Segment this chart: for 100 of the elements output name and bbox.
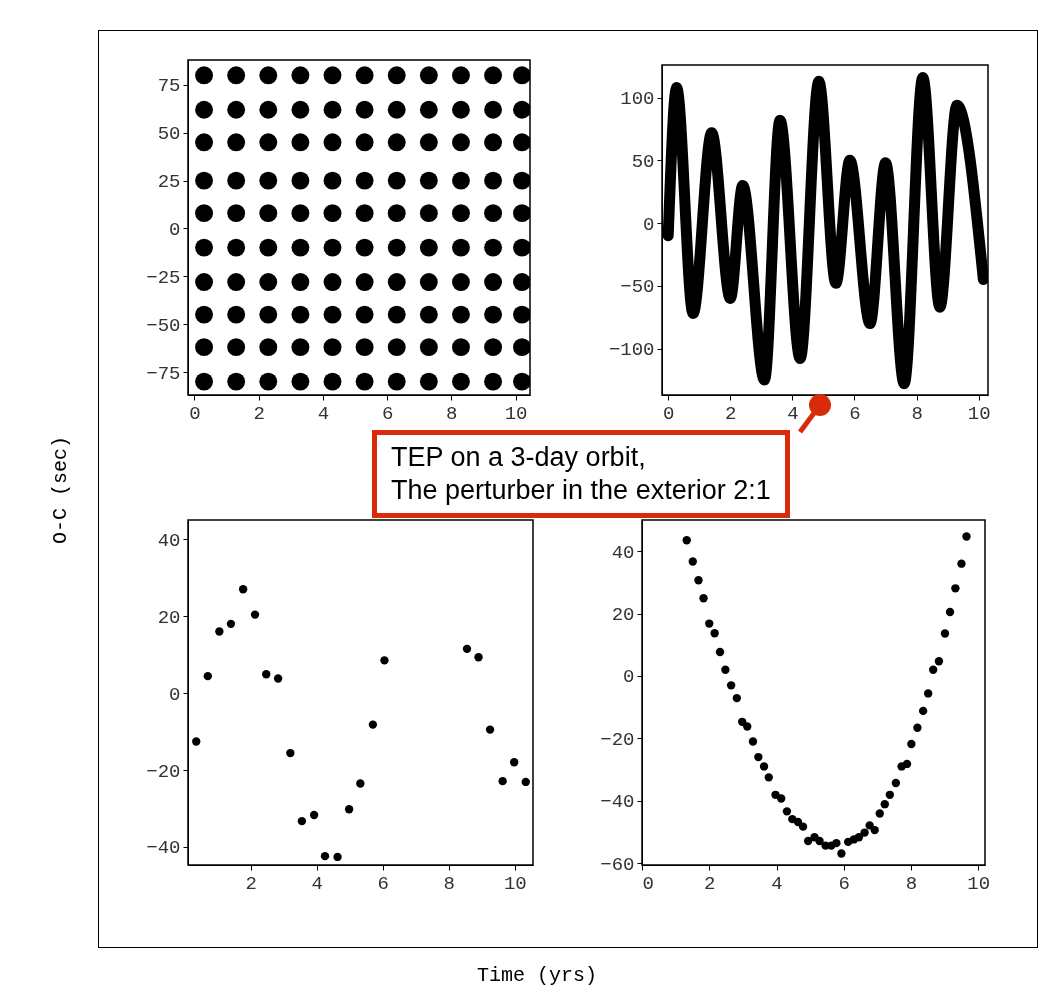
point (333, 852, 342, 862)
point (498, 776, 507, 786)
point (940, 629, 950, 638)
point (226, 619, 236, 629)
x-tick-label: 0 (663, 402, 675, 425)
y-tick-label: −40 (146, 837, 181, 860)
point (320, 851, 330, 861)
point (721, 665, 730, 674)
point (699, 594, 708, 603)
x-tick-label: 10 (967, 402, 991, 425)
point (380, 656, 389, 665)
point (462, 644, 472, 654)
y-tick-label: −50 (620, 276, 655, 299)
point (297, 816, 307, 826)
point (510, 758, 519, 767)
x-tick-label: 8 (443, 872, 456, 895)
point (273, 674, 283, 683)
x-tick-label: 8 (905, 872, 918, 895)
y-tick-label: 20 (157, 606, 181, 629)
x-tick-label: 6 (849, 402, 861, 425)
x-tick-label: 4 (317, 402, 330, 425)
x-tick-label: 2 (725, 402, 737, 425)
y-tick-label: −25 (146, 266, 181, 289)
y-tick-label: 0 (643, 213, 655, 236)
x-tick-label: 10 (504, 402, 528, 425)
y-tick-label: 25 (157, 171, 181, 194)
point (215, 627, 224, 636)
x-tick-label: 4 (787, 402, 799, 425)
point (682, 536, 691, 545)
point (880, 800, 889, 809)
point (945, 607, 955, 617)
x-tick-label: 6 (838, 872, 850, 895)
x-tick-label: 8 (446, 402, 458, 425)
y-tick-label: −20 (146, 760, 181, 783)
x-axis-title: Time (yrs) (476, 963, 598, 987)
point (962, 532, 971, 541)
y-tick-label: 0 (623, 666, 635, 689)
x-tick-label: 8 (911, 402, 923, 425)
point (918, 706, 928, 716)
x-tick-label: 0 (189, 402, 201, 425)
y-tick-label: −100 (608, 339, 655, 362)
point (957, 559, 966, 568)
point (907, 739, 916, 749)
x-tick-label: 6 (381, 402, 394, 425)
point (356, 779, 365, 788)
point (902, 759, 912, 769)
point (860, 828, 869, 837)
x-tick-label: 2 (245, 872, 257, 895)
point (837, 849, 846, 858)
point (803, 836, 813, 846)
y-tick-label: 75 (157, 75, 181, 98)
y-tick-label: −50 (146, 314, 181, 337)
x-tick-label: 4 (771, 872, 783, 895)
point (309, 810, 319, 820)
point (913, 723, 922, 732)
y-tick-label: −40 (600, 791, 635, 814)
text: TEP on a 3-day orbit, The perturber in the exterior 2:1 (372, 430, 790, 518)
point (368, 720, 378, 729)
point (870, 825, 879, 835)
x-tick-label: 6 (377, 872, 389, 895)
point (923, 689, 933, 698)
y-axis-title: O-C (sec) (48, 435, 72, 545)
point (710, 629, 719, 638)
point (250, 610, 260, 619)
point (286, 748, 295, 758)
y-tick-label: 100 (620, 88, 655, 111)
x-tick-label: 10 (967, 872, 991, 895)
point (777, 794, 786, 803)
point (726, 681, 736, 690)
y-tick-label: 50 (157, 123, 181, 146)
x-tick-label: 2 (704, 872, 716, 895)
y-tick-label: 50 (631, 150, 655, 173)
point (705, 619, 714, 628)
point (951, 584, 960, 593)
point (934, 657, 944, 666)
x-tick-label: 2 (253, 402, 265, 425)
y-tick-label: 40 (157, 529, 181, 552)
point (798, 822, 808, 831)
point (694, 576, 703, 585)
y-tick-label: −60 (600, 853, 635, 876)
y-tick-label: 40 (611, 541, 635, 564)
x-tick-label: 10 (503, 872, 527, 895)
point (865, 821, 874, 830)
point (474, 653, 483, 662)
point (344, 805, 354, 814)
point (738, 717, 747, 726)
point (238, 585, 248, 594)
y-tick-label: 0 (169, 218, 181, 241)
point (688, 557, 697, 566)
point (875, 809, 884, 818)
x-tick-label: 4 (311, 872, 323, 895)
y-tick-label: 20 (611, 604, 635, 627)
y-tick-label: −20 (600, 728, 635, 751)
y-tick-label: −75 (146, 362, 181, 385)
point (192, 737, 201, 746)
point (815, 836, 824, 846)
point (929, 665, 938, 674)
point (485, 725, 495, 734)
point (885, 790, 895, 799)
point (754, 752, 763, 762)
